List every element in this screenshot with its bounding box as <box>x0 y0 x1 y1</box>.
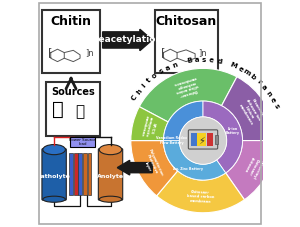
FancyBboxPatch shape <box>42 10 100 73</box>
Wedge shape <box>131 141 178 196</box>
Wedge shape <box>226 141 275 200</box>
FancyBboxPatch shape <box>42 149 66 200</box>
Text: ]n: ]n <box>86 48 94 57</box>
Text: d: d <box>216 58 222 65</box>
Text: n: n <box>265 90 272 97</box>
Text: B: B <box>186 58 192 64</box>
Wedge shape <box>157 171 244 213</box>
Wedge shape <box>222 77 275 141</box>
Text: Chitosan-
based carbon
membrane: Chitosan- based carbon membrane <box>187 190 214 204</box>
FancyBboxPatch shape <box>46 82 100 136</box>
Wedge shape <box>164 141 226 180</box>
Text: r: r <box>255 79 262 86</box>
Circle shape <box>179 117 227 164</box>
Ellipse shape <box>43 145 65 155</box>
Text: Aq. Zinc Battery: Aq. Zinc Battery <box>173 167 203 170</box>
Text: s: s <box>202 57 206 63</box>
Text: b: b <box>249 73 257 81</box>
FancyBboxPatch shape <box>79 153 82 195</box>
Text: s: s <box>158 68 164 75</box>
Text: Polyzwitterion
Protective
layer: Polyzwitterion Protective layer <box>140 148 164 181</box>
Text: s: s <box>273 103 280 110</box>
Wedge shape <box>203 101 242 173</box>
Text: ]n: ]n <box>199 48 207 57</box>
Text: h: h <box>135 88 143 95</box>
Text: ⚡: ⚡ <box>199 136 205 146</box>
FancyBboxPatch shape <box>70 153 73 195</box>
Text: a: a <box>260 84 268 91</box>
FancyBboxPatch shape <box>188 130 218 149</box>
FancyBboxPatch shape <box>207 133 213 146</box>
Text: e: e <box>209 57 214 64</box>
Text: N-succinyl
Chitosan-
chitosan: N-succinyl Chitosan- chitosan <box>242 154 264 179</box>
Text: C: C <box>130 94 138 101</box>
Text: t: t <box>146 77 152 84</box>
Text: M: M <box>229 62 238 70</box>
Text: Sources: Sources <box>51 87 95 97</box>
Text: Chitosan-
silica anion
exchange
membranes: Chitosan- silica anion exchange membrane… <box>172 74 200 99</box>
Ellipse shape <box>43 196 65 202</box>
FancyBboxPatch shape <box>83 153 87 195</box>
Text: a: a <box>194 57 199 63</box>
Text: n: n <box>171 61 178 69</box>
Text: Deacetylation: Deacetylation <box>91 35 162 44</box>
FancyBboxPatch shape <box>190 133 197 146</box>
FancyBboxPatch shape <box>70 137 95 147</box>
Text: Chitin: Chitin <box>50 15 92 28</box>
Wedge shape <box>131 107 168 141</box>
FancyArrow shape <box>103 29 152 51</box>
Text: [: [ <box>49 47 53 57</box>
Text: a: a <box>164 64 171 72</box>
Text: [: [ <box>161 47 166 57</box>
Text: o: o <box>151 72 158 79</box>
Text: Power Source
load: Power Source load <box>69 138 96 146</box>
FancyBboxPatch shape <box>74 153 78 195</box>
Text: i: i <box>141 83 147 89</box>
Wedge shape <box>164 101 203 180</box>
FancyBboxPatch shape <box>98 149 123 200</box>
Ellipse shape <box>99 145 122 155</box>
Text: Chitosan: Chitosan <box>155 15 217 28</box>
FancyBboxPatch shape <box>215 135 218 143</box>
Text: Li-ion
Battery: Li-ion Battery <box>226 127 240 135</box>
Text: N-succinyl
chitosan-ion
lithium
membranes: N-succinyl chitosan-ion lithium membrane… <box>237 96 266 127</box>
Text: Vanadium Redox
Flow Battery: Vanadium Redox Flow Battery <box>156 136 187 145</box>
FancyBboxPatch shape <box>197 133 206 146</box>
Text: SP/CS
composite
membrane: SP/CS composite membrane <box>139 115 157 139</box>
Text: e: e <box>269 96 277 103</box>
Text: m: m <box>242 68 252 77</box>
FancyBboxPatch shape <box>88 153 91 195</box>
Ellipse shape <box>99 196 122 202</box>
FancyBboxPatch shape <box>154 10 218 73</box>
Wedge shape <box>139 68 237 122</box>
FancyArrow shape <box>117 160 152 175</box>
Text: Anolyte: Anolyte <box>97 174 124 179</box>
Text: e: e <box>237 65 244 73</box>
Text: 🦞: 🦞 <box>76 104 85 119</box>
Text: 🦀: 🦀 <box>52 99 63 118</box>
Text: Catholyte: Catholyte <box>37 174 71 179</box>
